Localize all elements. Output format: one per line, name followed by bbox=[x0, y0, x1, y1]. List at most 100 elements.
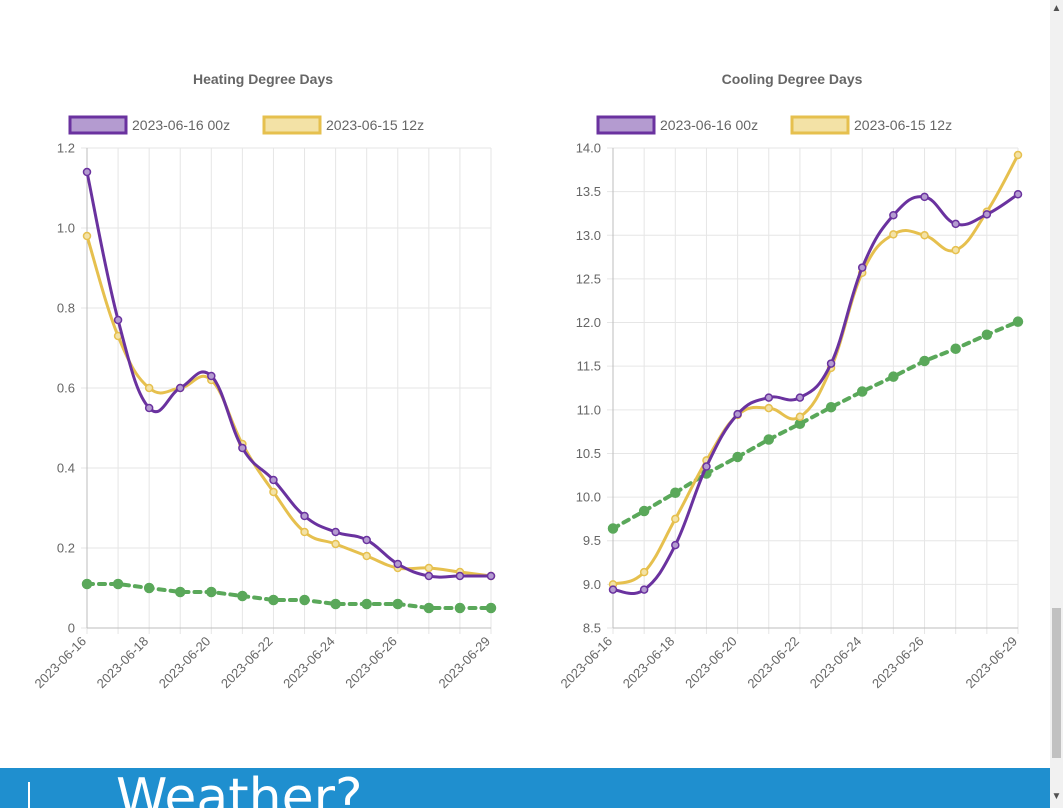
series-point bbox=[112, 578, 124, 590]
x-tick-label: 2023-06-24 bbox=[280, 634, 338, 692]
series-point bbox=[362, 535, 371, 545]
series-point bbox=[920, 192, 929, 202]
series-point bbox=[206, 586, 217, 598]
y-tick-label: 13.5 bbox=[576, 184, 601, 199]
legend-label: 2023-06-16 00z bbox=[660, 117, 758, 133]
chart-title: Heating Degree Days bbox=[193, 71, 333, 87]
series-point bbox=[1013, 150, 1023, 160]
series-point bbox=[639, 567, 649, 577]
x-tick-label: 2023-06-24 bbox=[807, 634, 865, 692]
y-tick-label: 12.0 bbox=[576, 315, 601, 330]
legend-swatch bbox=[790, 115, 850, 135]
legend-swatch bbox=[262, 115, 322, 135]
y-tick-label: 0.8 bbox=[57, 301, 75, 316]
scroll-down-icon[interactable]: ▼ bbox=[1051, 791, 1062, 802]
y-tick-label: 11.0 bbox=[577, 402, 601, 417]
y-tick-label: 10.0 bbox=[576, 490, 601, 505]
cooling-degree-days-chart: Cooling Degree Days 2023-06-16 00z 2023-06… bbox=[530, 0, 1050, 768]
series-point bbox=[175, 383, 185, 393]
series-point bbox=[982, 210, 992, 219]
y-tick-label: 9.5 bbox=[583, 533, 601, 548]
scroll-up-icon[interactable]: ▲ bbox=[1051, 3, 1062, 14]
series-point bbox=[764, 393, 774, 402]
series-point bbox=[143, 582, 155, 594]
series-point bbox=[888, 371, 899, 382]
site-brand[interactable]: Weather? bbox=[116, 768, 363, 808]
series-point bbox=[299, 594, 310, 606]
vertical-scrollbar[interactable]: ▲ ▼ bbox=[1050, 0, 1063, 808]
series-point bbox=[763, 434, 775, 445]
y-tick-label: 8.5 bbox=[583, 621, 601, 636]
x-tick-label: 2023-06-20 bbox=[682, 634, 740, 692]
y-tick-label: 1.0 bbox=[57, 221, 75, 236]
series-point bbox=[454, 602, 466, 614]
series-point bbox=[393, 559, 403, 569]
series-point bbox=[671, 514, 680, 524]
legend-swatch bbox=[68, 115, 128, 135]
series-point bbox=[269, 487, 278, 497]
x-tick-label: 2023-06-20 bbox=[156, 634, 214, 692]
series-point bbox=[889, 210, 898, 220]
y-tick-label: 14.0 bbox=[576, 141, 601, 156]
series-point bbox=[795, 393, 805, 402]
chart-title: Cooling Degree Days bbox=[722, 71, 863, 87]
series-point bbox=[237, 590, 248, 602]
x-tick-label: 2023-06-26 bbox=[342, 634, 400, 692]
series-point bbox=[638, 505, 650, 517]
y-tick-label: 0.4 bbox=[57, 461, 75, 476]
series-point bbox=[331, 539, 340, 549]
series-point bbox=[607, 523, 619, 534]
series-point bbox=[732, 451, 743, 463]
y-tick-label: 0.2 bbox=[57, 541, 75, 556]
chart-svg: Heating Degree Days 2023-06-16 00z 2023-06… bbox=[31, 71, 497, 692]
series-point bbox=[207, 371, 216, 381]
series-point bbox=[424, 563, 434, 573]
y-tick-label: 13.0 bbox=[576, 228, 601, 243]
series-point bbox=[113, 315, 123, 325]
series-point bbox=[795, 412, 805, 422]
series-point bbox=[919, 355, 930, 367]
series-point bbox=[300, 527, 309, 537]
legend-label: 2023-06-15 12z bbox=[854, 117, 952, 133]
series-point bbox=[856, 386, 868, 397]
series-point bbox=[764, 403, 774, 413]
series-point bbox=[889, 230, 898, 239]
y-tick-label: 12.5 bbox=[576, 271, 601, 286]
legend-swatch bbox=[596, 115, 656, 135]
heating-degree-days-chart: Heating Degree Days 2023-06-16 00z 2023-06… bbox=[0, 0, 520, 768]
series-point bbox=[671, 540, 680, 550]
caret-mark bbox=[28, 782, 30, 808]
series-point bbox=[81, 578, 93, 590]
series-point bbox=[1013, 190, 1023, 199]
y-tick-label: 11.5 bbox=[577, 359, 601, 374]
series-point bbox=[951, 219, 960, 229]
series-point bbox=[486, 571, 496, 581]
series-point bbox=[331, 527, 340, 537]
series-point bbox=[857, 263, 867, 272]
series-point bbox=[423, 602, 435, 614]
chart-svg: Cooling Degree Days 2023-06-16 00z 2023-06… bbox=[557, 71, 1024, 692]
scrollbar-thumb[interactable] bbox=[1052, 608, 1061, 758]
series-point bbox=[144, 403, 154, 413]
series-point bbox=[733, 409, 742, 419]
series-point bbox=[981, 329, 993, 341]
series-point bbox=[455, 571, 465, 581]
x-tick-label: 2023-06-16 bbox=[31, 634, 89, 692]
series-point bbox=[82, 167, 92, 177]
series-point bbox=[174, 586, 186, 598]
series-line bbox=[611, 319, 1020, 531]
series-point bbox=[424, 571, 434, 581]
legend-label: 2023-06-16 00z bbox=[132, 117, 230, 133]
series-point bbox=[920, 231, 929, 240]
series-point bbox=[1012, 316, 1024, 327]
series-point bbox=[361, 598, 372, 610]
series-point bbox=[300, 511, 309, 521]
site-header-band: Weather? bbox=[0, 768, 1050, 808]
series-point bbox=[702, 462, 711, 471]
y-tick-label: 0.6 bbox=[57, 381, 75, 396]
y-tick-label: 0 bbox=[68, 621, 75, 636]
x-tick-label: 2023-06-16 bbox=[557, 634, 615, 692]
series-point bbox=[950, 343, 961, 354]
series-point bbox=[392, 598, 404, 610]
series-point bbox=[144, 383, 154, 393]
